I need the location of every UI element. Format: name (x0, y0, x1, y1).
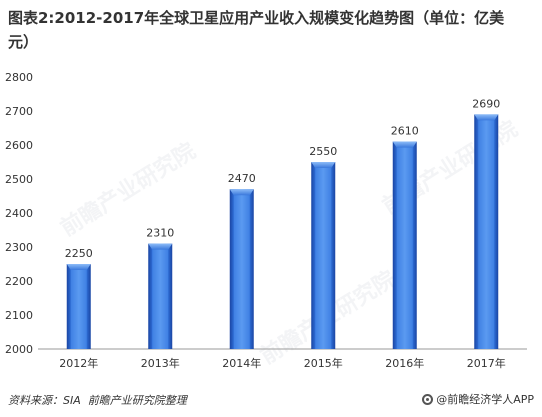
source-note: 资料来源：SIA 前瞻产业研究院整理 (8, 394, 187, 407)
x-tick-label: 2016年 (385, 356, 424, 370)
bar-inner-face (70, 270, 87, 349)
bar (229, 189, 254, 349)
data-label: 2470 (228, 172, 256, 185)
bar-top-bevel (474, 114, 499, 121)
x-tick-label: 2015年 (304, 356, 343, 370)
y-tick-label: 2100 (5, 309, 33, 322)
x-axis-labels: 2012年 2013年 2014年 2015年 2016年 2017年 (59, 356, 506, 370)
bar-top-bevel (311, 162, 336, 168)
qianzhan-logo-icon (422, 393, 434, 405)
y-tick-label: 2300 (5, 241, 33, 254)
y-axis-ticks: 2000 2100 2200 2300 2400 2500 2600 2700 2800 (5, 71, 33, 356)
bar-inner-face (315, 168, 332, 349)
bar-inner-face (152, 249, 169, 349)
chart-title: 图表2:2012-2017年全球卫星应用产业收入规模变化趋势图（单位：亿美元） (8, 9, 505, 51)
bars: 2250 2310 2470 2550 2610 2690 (65, 97, 500, 350)
data-label: 2250 (65, 247, 93, 260)
bar-top-bevel (148, 243, 173, 250)
bar-top-bevel (392, 141, 417, 148)
y-tick-label: 2500 (5, 173, 33, 186)
data-label: 2310 (146, 227, 174, 240)
y-tick-label: 2600 (5, 139, 33, 152)
credit-text: @前瞻经济学人APP (436, 393, 534, 406)
x-tick-label: 2013年 (141, 356, 180, 370)
y-tick-label: 2700 (5, 105, 33, 118)
data-label: 2610 (391, 125, 419, 138)
y-tick-label: 2000 (5, 343, 33, 356)
x-tick-label: 2017年 (467, 356, 506, 370)
data-label: 2550 (309, 145, 337, 158)
y-tick-label: 2800 (5, 71, 33, 84)
x-tick-label: 2014年 (222, 356, 261, 370)
bar (392, 141, 417, 349)
bar (474, 114, 499, 350)
x-tick-label: 2012年 (59, 356, 98, 370)
y-tick-label: 2200 (5, 275, 33, 288)
bar (66, 264, 91, 349)
bar-top-bevel (66, 264, 91, 270)
bar-inner-face (233, 195, 250, 349)
credit: @前瞻经济学人APP (422, 391, 534, 407)
bar-inner-face (478, 120, 495, 350)
data-label: 2690 (472, 97, 500, 110)
y-tick-label: 2400 (5, 207, 33, 220)
bar-top-bevel (229, 189, 254, 196)
bar-inner-face (396, 147, 413, 349)
bar (148, 243, 173, 349)
bar (311, 162, 336, 349)
